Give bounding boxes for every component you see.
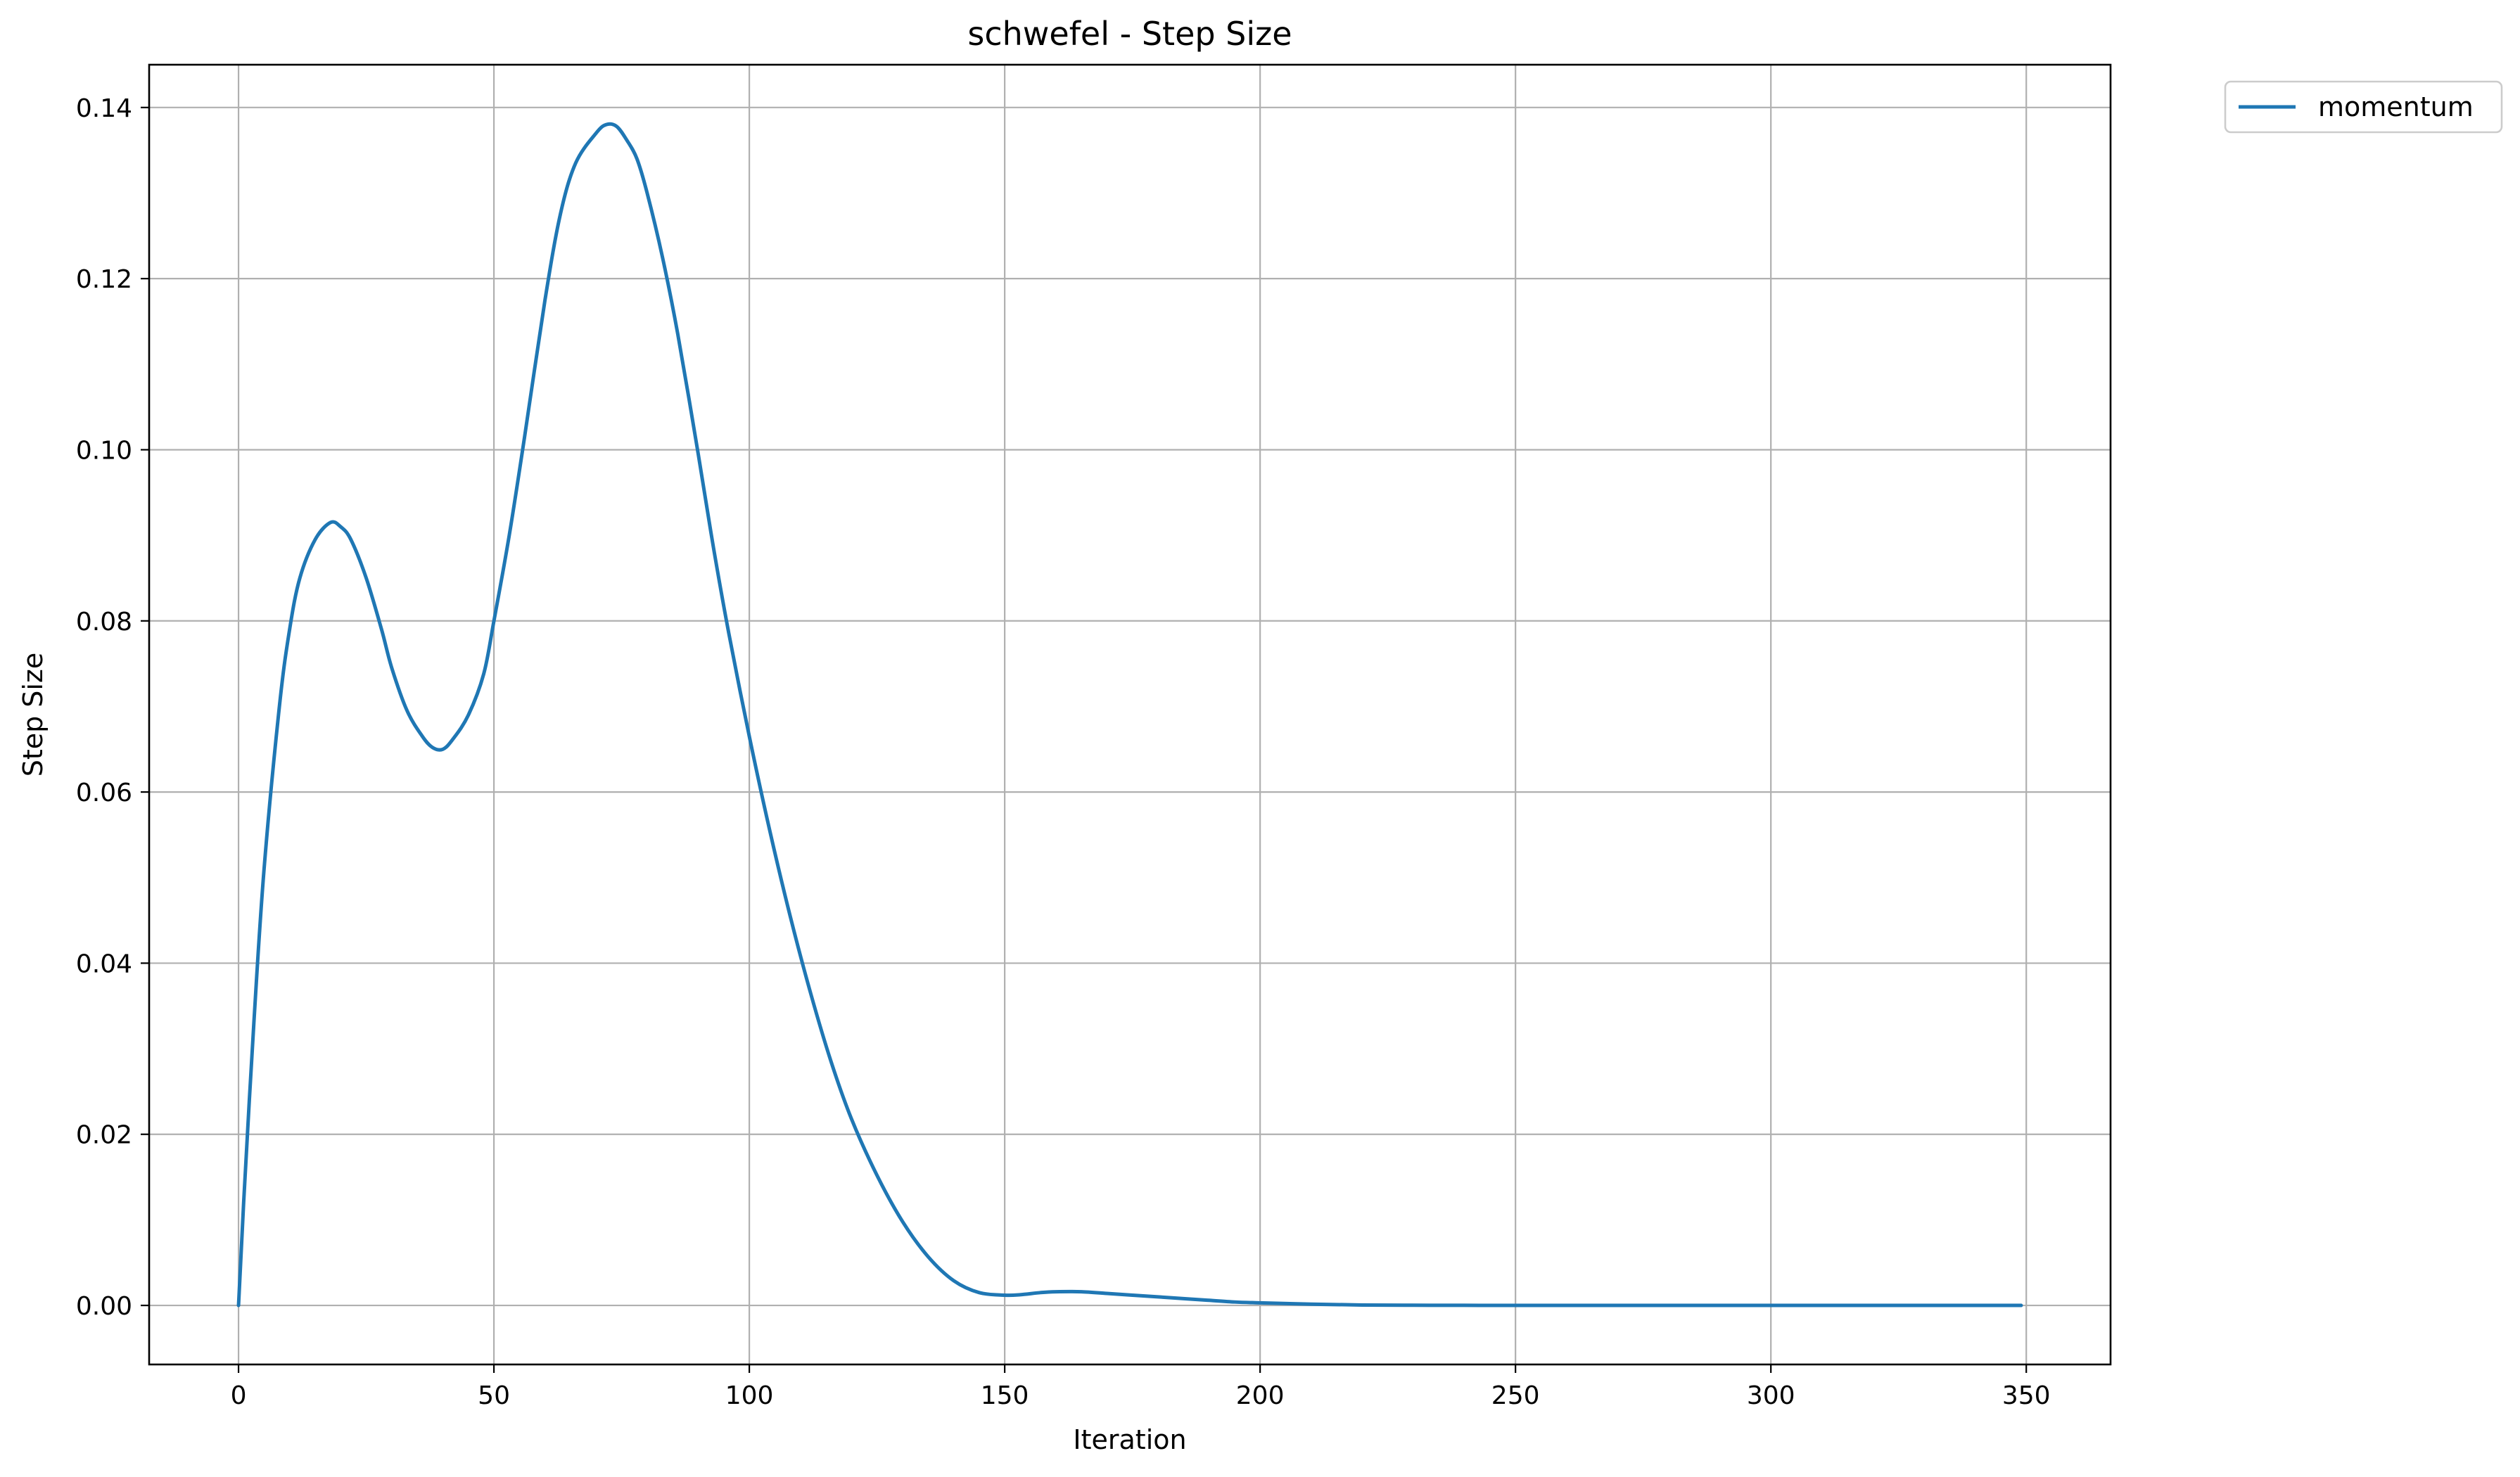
- x-tick-label: 50: [478, 1381, 510, 1410]
- grid: [149, 65, 2111, 1364]
- x-tick-label: 150: [981, 1381, 1029, 1410]
- legend: momentum: [2224, 80, 2503, 134]
- y-tick-label: 0.12: [76, 265, 132, 294]
- x-axis-label: Iteration: [1073, 1424, 1186, 1455]
- y-tick-label: 0.08: [76, 608, 132, 637]
- x-tick-label: 0: [231, 1381, 247, 1410]
- x-tick-label: 100: [725, 1381, 774, 1410]
- x-tick-label: 350: [2002, 1381, 2051, 1410]
- series-layer: [236, 122, 2023, 1307]
- y-tick-label: 0.00: [76, 1292, 132, 1321]
- y-tick-label: 0.04: [76, 950, 132, 978]
- series-line-momentum: [236, 122, 2023, 1307]
- y-axis: 0.00 0.02 0.04 0.06 0.08 0.10 0.12 0.14: [76, 94, 149, 1321]
- legend-label-momentum: momentum: [2318, 91, 2474, 122]
- x-axis: 0 50 100 150 200 250 300 350: [231, 1364, 2051, 1410]
- y-tick-label: 0.14: [76, 94, 132, 123]
- y-tick-label: 0.10: [76, 436, 132, 465]
- plot-frame: [148, 63, 2112, 1366]
- y-tick-label: 0.02: [76, 1121, 132, 1150]
- y-axis-label: Step Size: [18, 653, 49, 777]
- chart-title: schwefel - Step Size: [967, 15, 1292, 53]
- y-tick-label: 0.06: [76, 779, 132, 807]
- legend-box: [2224, 80, 2503, 134]
- x-tick-label: 250: [1491, 1381, 1540, 1410]
- x-tick-label: 300: [1747, 1381, 1795, 1410]
- x-tick-label: 200: [1236, 1381, 1285, 1410]
